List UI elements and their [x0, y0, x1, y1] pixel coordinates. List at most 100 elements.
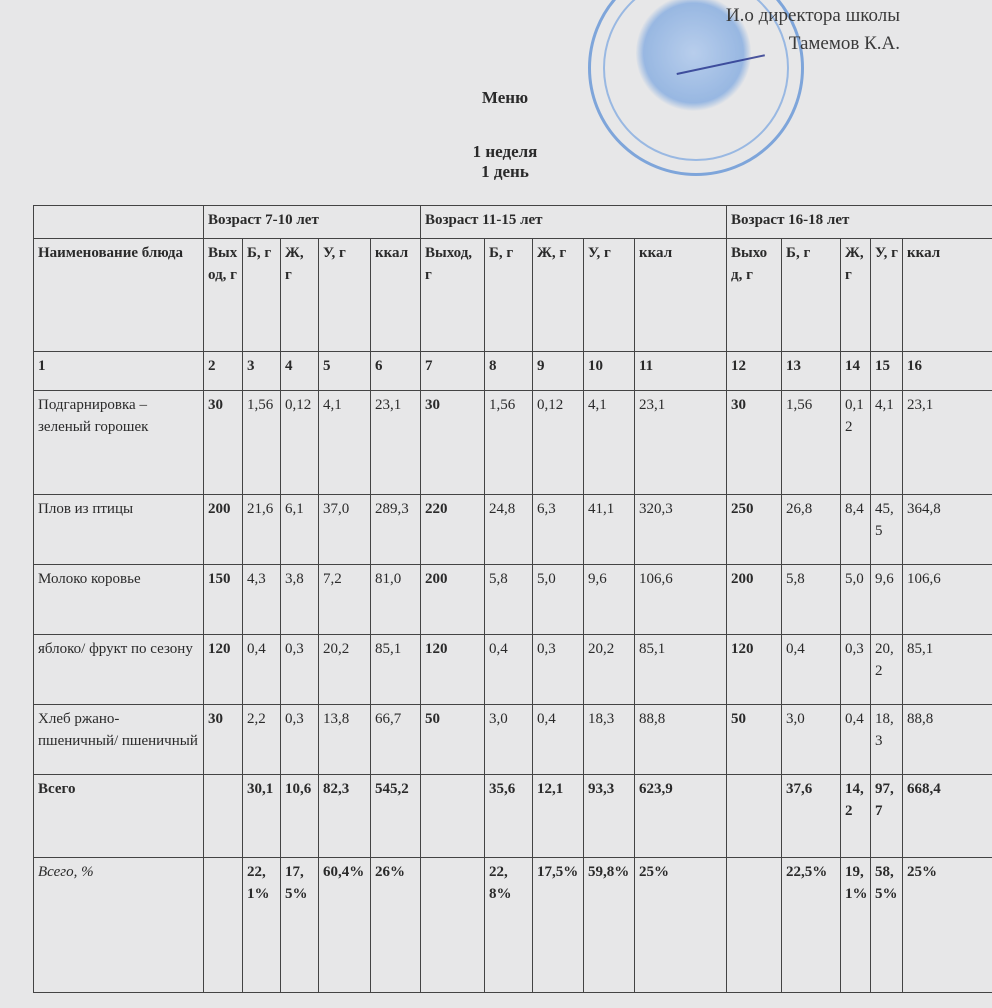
table-cell: 6,1 — [280, 494, 319, 565]
table-cell: 24,8 — [484, 494, 533, 565]
column-header: Ж, г — [280, 238, 319, 352]
table-row: Хлеб ржано-пшеничный/ пшеничный 30 2,2 0,3 1… — [33, 704, 992, 775]
total-percent-cell: 22,5% — [781, 857, 842, 993]
table-cell: 30 — [203, 390, 243, 495]
table-cell: 364,8 — [902, 494, 992, 565]
total-percent-cell: 25% — [902, 857, 992, 993]
table-cell: 81,0 — [370, 564, 421, 635]
table-cell: 88,8 — [902, 704, 992, 775]
age-group-header: Возраст 16-18 лет — [726, 205, 992, 239]
column-header: У, г — [583, 238, 635, 352]
table-cell: 320,3 — [633, 494, 728, 565]
total-percent-label: Всего, % — [33, 857, 204, 993]
table-cell: 0,4 — [484, 634, 533, 705]
table-cell: 13,8 — [318, 704, 371, 775]
column-header: ккал — [902, 238, 992, 352]
table-cell: 220 — [420, 494, 485, 565]
column-header: Б, г — [242, 238, 281, 352]
table-cell: 18,3 — [583, 704, 635, 775]
column-number: 1 — [33, 351, 204, 391]
table-cell: 120 — [726, 634, 783, 705]
total-cell: 37,6 — [781, 774, 842, 858]
column-number: 5 — [318, 351, 371, 391]
table-cell: 0,3 — [280, 634, 319, 705]
table-row: яблоко/ фрукт по сезону 120 0,4 0,3 20,2 85,1… — [33, 634, 992, 705]
column-number: 15 — [870, 351, 904, 391]
column-number-row: 1 2 3 4 5 6 7 8 9 10 11 12 13 14 15 16 — [33, 351, 992, 391]
table-cell: 30 — [203, 704, 243, 775]
table-cell: 5,0 — [532, 564, 584, 635]
total-percent-cell: 26% — [370, 857, 421, 993]
table-cell: 45,5 — [870, 494, 904, 565]
dish-name: Подгарнировка – зеленый горошек — [33, 390, 204, 495]
total-row: Всего 30,1 10,6 82,3 545,2 35,6 12,1 93,3 623,9 3… — [33, 774, 992, 858]
table-cell: 150 — [203, 564, 243, 635]
table-cell: 5,8 — [781, 564, 842, 635]
column-header: Выход, г — [420, 238, 485, 352]
total-percent-cell: 25% — [633, 857, 728, 993]
table-cell: 0,3 — [280, 704, 319, 775]
table-cell: 0,4 — [242, 634, 281, 705]
table-cell: 0,12 — [532, 390, 584, 495]
column-number: 4 — [280, 351, 319, 391]
table-cell: 88,8 — [633, 704, 728, 775]
column-number: 13 — [781, 351, 842, 391]
total-percent-row: Всего, % 22,1% 17,5% 60,4% 26% 22,8% 17,5% 59,8… — [33, 857, 992, 993]
table-cell: 250 — [726, 494, 783, 565]
week-label: 1 неделя — [472, 142, 538, 161]
table-cell: 106,6 — [902, 564, 992, 635]
column-header: У, г — [318, 238, 371, 352]
column-header: Ж, г — [840, 238, 872, 352]
day-label: 1 день — [481, 162, 529, 181]
age-group-header: Возраст 11-15 лет — [419, 205, 728, 239]
column-header: Б, г — [781, 238, 842, 352]
total-percent-cell — [726, 857, 783, 993]
table-cell: 3,0 — [781, 704, 842, 775]
column-header: Выход, г — [203, 238, 243, 352]
column-header: Выход, г — [726, 238, 783, 352]
column-number: 7 — [420, 351, 485, 391]
table-cell: 23,1 — [633, 390, 728, 495]
total-cell: 93,3 — [583, 774, 635, 858]
table-cell: 0,4 — [532, 704, 584, 775]
table-cell: 0,12 — [280, 390, 319, 495]
dish-name: Молоко коровье — [33, 564, 204, 635]
dish-name: Хлеб ржано-пшеничный/ пшеничный — [33, 704, 204, 775]
table-cell: 6,3 — [532, 494, 584, 565]
column-number: 12 — [726, 351, 783, 391]
column-number: 8 — [484, 351, 533, 391]
table-cell: 50 — [420, 704, 485, 775]
table-cell: 289,3 — [370, 494, 421, 565]
table-cell: 26,8 — [781, 494, 842, 565]
column-number: 10 — [583, 351, 635, 391]
table-cell: 0,12 — [840, 390, 872, 495]
table-row: Молоко коровье 150 4,3 3,8 7,2 81,0 200 5,8 5,0 9… — [33, 564, 992, 635]
table-cell: 66,7 — [370, 704, 421, 775]
table-cell: 4,1 — [583, 390, 635, 495]
column-header: Б, г — [484, 238, 533, 352]
total-cell: 14,2 — [840, 774, 872, 858]
total-percent-cell: 19,1% — [840, 857, 872, 993]
table-cell: 18,3 — [870, 704, 904, 775]
table-row: Подгарнировка – зеленый горошек 30 1,56 0,1… — [33, 390, 992, 495]
column-number: 11 — [633, 351, 728, 391]
table-cell: 200 — [203, 494, 243, 565]
table-cell: 5,8 — [484, 564, 533, 635]
table-cell: 0,4 — [781, 634, 842, 705]
total-percent-cell — [420, 857, 485, 993]
total-cell: 668,4 — [902, 774, 992, 858]
table-cell: 200 — [726, 564, 783, 635]
approval-position: И.о директора школы — [725, 5, 900, 26]
total-cell: 623,9 — [633, 774, 728, 858]
table-cell: 9,6 — [870, 564, 904, 635]
total-cell: 545,2 — [370, 774, 421, 858]
total-percent-cell: 17,5% — [532, 857, 584, 993]
column-header: Наименование блюда — [33, 238, 204, 352]
total-cell — [420, 774, 485, 858]
table-cell: 7,2 — [318, 564, 371, 635]
total-cell: 35,6 — [484, 774, 533, 858]
table-cell: 85,1 — [902, 634, 992, 705]
table-cell: 106,6 — [633, 564, 728, 635]
table-cell: 120 — [420, 634, 485, 705]
column-number: 2 — [203, 351, 243, 391]
